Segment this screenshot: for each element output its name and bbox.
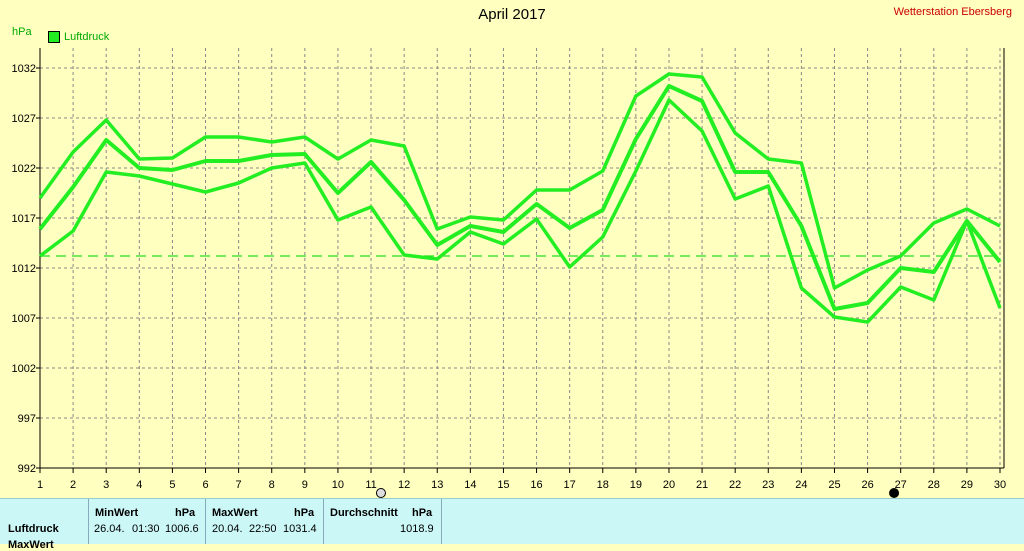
- y-tick-label: 1027: [12, 113, 36, 125]
- x-tick-label: 23: [762, 479, 774, 491]
- max-value: 1031.4: [283, 523, 317, 535]
- x-tick-label: 12: [398, 479, 410, 491]
- min-cell: MinWert hPa 26.04. 01:30 1006.6: [89, 499, 206, 544]
- x-tick-label: 14: [464, 479, 476, 491]
- x-tick-label: 5: [169, 479, 175, 491]
- x-tick-label: 10: [332, 479, 344, 491]
- x-tick-label: 20: [663, 479, 675, 491]
- chart-title: April 2017: [478, 6, 546, 23]
- x-tick-label: 11: [365, 479, 376, 491]
- x-tick-label: 13: [431, 479, 443, 491]
- station-name: Wetterstation Ebersberg: [893, 6, 1012, 18]
- x-tick-label: 15: [497, 479, 509, 491]
- min-value: 1006.6: [165, 523, 199, 535]
- x-tick-label: 29: [961, 479, 973, 491]
- x-tick-label: 27: [895, 479, 907, 491]
- stats-row-label: Luftdruck: [8, 523, 59, 535]
- x-tick-label: 17: [564, 479, 576, 491]
- x-tick-label: 2: [70, 479, 76, 491]
- stats-label-cell: [0, 499, 89, 544]
- x-tick-label: 28: [928, 479, 940, 491]
- max-cell: MaxWert hPa 20.04. 22:50 1031.4: [206, 499, 324, 544]
- legend-label: Luftdruck: [64, 31, 110, 43]
- y-tick-label: 1032: [12, 63, 36, 75]
- x-tick-label: 18: [597, 479, 609, 491]
- min-header: MinWert: [95, 507, 139, 519]
- min-unit: hPa: [175, 507, 196, 519]
- x-tick-label: 26: [861, 479, 873, 491]
- x-tick-label: 22: [729, 479, 741, 491]
- x-tick-label: 25: [828, 479, 840, 491]
- y-tick-label: 1017: [12, 213, 36, 225]
- legend-swatch: [48, 31, 60, 43]
- max-date: 20.04.: [212, 523, 243, 535]
- x-tick-label: 9: [302, 479, 308, 491]
- stats-panel: Luftdruck MaxWert MinWert hPa 26.04. 01:…: [0, 498, 1024, 551]
- x-tick-label: 8: [269, 479, 275, 491]
- y-tick-label: 1007: [12, 313, 36, 325]
- x-tick-label: 21: [696, 479, 708, 491]
- y-tick-label: 1012: [12, 263, 36, 275]
- y-tick-label: 997: [18, 413, 36, 425]
- y-tick-label: 1022: [12, 163, 36, 175]
- x-tick-label: 4: [136, 479, 142, 491]
- avg-cell: Durchschnitt hPa 1018.9: [324, 499, 442, 544]
- legend: Luftdruck: [48, 31, 109, 43]
- y-tick-label: 992: [18, 463, 36, 475]
- x-tick-label: 19: [630, 479, 642, 491]
- x-tick-label: 1: [37, 479, 43, 491]
- full-moon-icon: [375, 488, 386, 498]
- avg-header: Durchschnitt: [330, 507, 398, 519]
- y-axis-unit: hPa: [12, 26, 32, 38]
- new-moon-icon: [889, 488, 900, 498]
- x-tick-label: 24: [795, 479, 807, 491]
- max-header: MaxWert: [212, 507, 258, 519]
- x-tick-label: 30: [994, 479, 1006, 491]
- x-tick-label: 6: [202, 479, 208, 491]
- x-tick-label: 7: [236, 479, 242, 491]
- x-tick-label: 16: [530, 479, 542, 491]
- min-time: 01:30: [132, 523, 160, 535]
- series-line-min: [38, 98, 1002, 324]
- y-tick-label: 1002: [12, 363, 36, 375]
- series-line-max: [38, 72, 1001, 290]
- max-time: 22:50: [249, 523, 277, 535]
- min-date: 26.04.: [94, 523, 125, 535]
- avg-value: 1018.9: [400, 523, 434, 535]
- avg-unit: hPa: [412, 507, 433, 519]
- series-line-mean: [38, 84, 1002, 311]
- x-tick-label: 3: [103, 479, 109, 491]
- max-unit: hPa: [294, 507, 315, 519]
